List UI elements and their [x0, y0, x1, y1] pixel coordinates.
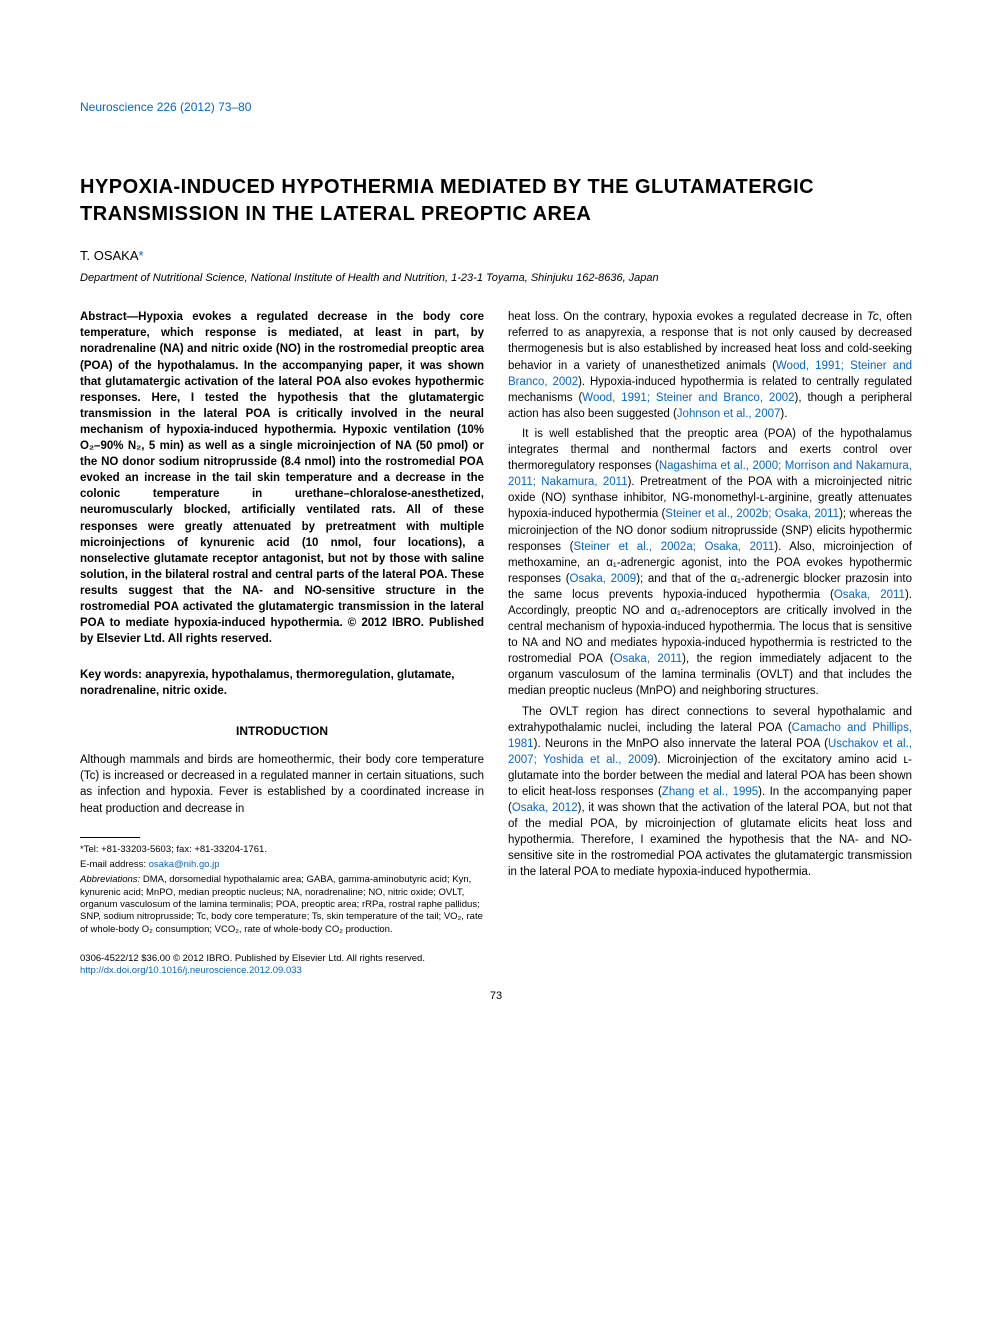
abbrev-text: DMA, dorsomedial hypothalamic area; GABA… — [80, 874, 483, 934]
p1-text-a: heat loss. On the contrary, hypoxia evok… — [508, 311, 867, 323]
content-columns: Abstract—Hypoxia evokes a regulated decr… — [80, 309, 912, 939]
col2-paragraph-3: The OVLT region has direct connections t… — [508, 704, 912, 881]
abstract: Abstract—Hypoxia evokes a regulated decr… — [80, 309, 484, 647]
author-text: T. OSAKA — [80, 248, 139, 263]
copyright-line: 0306-4522/12 $36.00 © 2012 IBRO. Publish… — [80, 953, 912, 965]
author-name: T. OSAKA* — [80, 248, 912, 263]
author-marker[interactable]: * — [139, 248, 144, 263]
abbrev-label: Abbreviations: — [80, 874, 140, 885]
footnote-email: E-mail address: osaka@nih.go.jp — [80, 859, 484, 871]
right-column: heat loss. On the contrary, hypoxia evok… — [508, 309, 912, 939]
tc-italic: Tc — [867, 311, 879, 323]
intro-paragraph-1: Although mammals and birds are homeother… — [80, 752, 484, 816]
left-column: Abstract—Hypoxia evokes a regulated decr… — [80, 309, 484, 939]
p1-text-e: ). — [780, 408, 787, 420]
page-footer: 0306-4522/12 $36.00 © 2012 IBRO. Publish… — [80, 953, 912, 978]
footnote-abbreviations: Abbreviations: DMA, dorsomedial hypothal… — [80, 874, 484, 936]
citation-2[interactable]: Wood, 1991; Steiner and Branco, 2002 — [582, 392, 794, 404]
article-title: HYPOXIA-INDUCED HYPOTHERMIA MEDIATED BY … — [80, 174, 912, 228]
keywords: Key words: anapyrexia, hypothalamus, the… — [80, 667, 484, 699]
email-label: E-mail address: — [80, 859, 149, 870]
journal-reference[interactable]: Neuroscience 226 (2012) 73–80 — [80, 100, 912, 114]
abstract-body: Hypoxia evokes a regulated decrease in t… — [80, 311, 484, 645]
affiliation: Department of Nutritional Science, Natio… — [80, 271, 912, 285]
doi-link[interactable]: http://dx.doi.org/10.1016/j.neuroscience… — [80, 965, 912, 977]
p3-text-b: ). Neurons in the MnPO also innervate th… — [534, 738, 828, 750]
citation-6[interactable]: Steiner et al., 2002a; Osaka, 2011 — [574, 541, 775, 553]
col2-paragraph-1: heat loss. On the contrary, hypoxia evok… — [508, 309, 912, 422]
keywords-label: Key words: — [80, 669, 145, 681]
citation-7[interactable]: Osaka, 2009 — [570, 573, 637, 585]
email-link[interactable]: osaka@nih.go.jp — [149, 859, 220, 870]
citation-8[interactable]: Osaka, 2011 — [834, 589, 905, 601]
footnote-divider — [80, 837, 140, 838]
introduction-heading: INTRODUCTION — [80, 723, 484, 740]
footnote-tel: *Tel: +81-33203-5603; fax: +81-33204-176… — [80, 844, 484, 856]
col2-paragraph-2: It is well established that the preoptic… — [508, 426, 912, 700]
citation-9[interactable]: Osaka, 2011 — [614, 653, 683, 665]
citation-3[interactable]: Johnson et al., 2007 — [677, 408, 781, 420]
citation-12[interactable]: Zhang et al., 1995 — [662, 786, 758, 798]
citation-5[interactable]: Steiner et al., 2002b; Osaka, 2011 — [665, 508, 839, 520]
page-number: 73 — [80, 990, 912, 1002]
abstract-label: Abstract— — [80, 311, 138, 323]
citation-13[interactable]: Osaka, 2012 — [512, 802, 578, 814]
